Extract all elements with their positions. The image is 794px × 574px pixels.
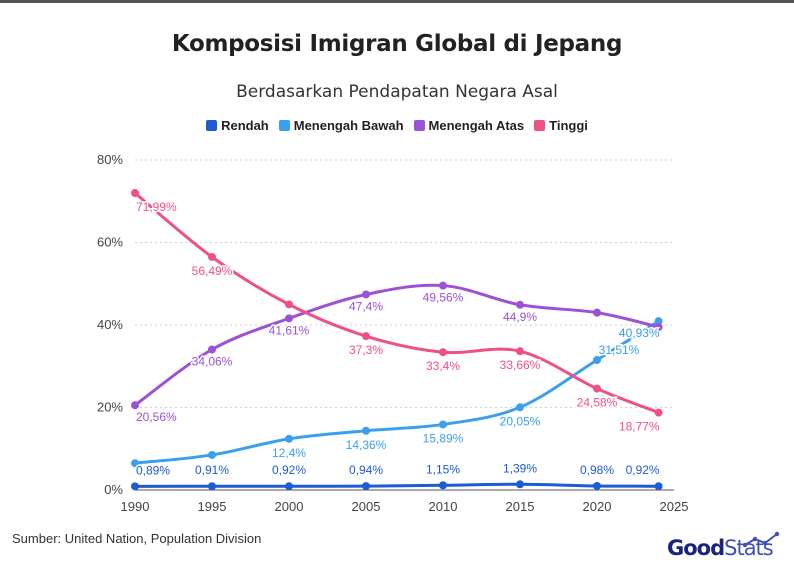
data-label-tinggi: 33,66% [500, 358, 541, 372]
x-tick-label: 2015 [506, 499, 535, 514]
x-tick-label: 1990 [121, 499, 150, 514]
data-point-menengah-atas [285, 314, 293, 323]
y-tick-label: 80% [97, 152, 123, 167]
data-point-rendah [131, 482, 139, 491]
data-label-rendah: 0,92% [272, 463, 306, 477]
data-label-menengah-atas: 20,56% [136, 410, 177, 424]
data-point-rendah [208, 482, 216, 491]
data-label-rendah: 1,15% [426, 462, 460, 476]
data-point-menengah-atas [439, 281, 447, 290]
legend-item-menengah-atas: Menengah Atas [413, 118, 525, 133]
data-point-menengah-bawah [285, 434, 293, 443]
data-point-rendah [439, 481, 447, 490]
legend-swatch-rendah [206, 120, 218, 131]
data-label-tinggi: 33,4% [426, 359, 460, 373]
series-line-tinggi [133, 191, 661, 415]
data-label-menengah-atas: 34,06% [192, 355, 233, 369]
data-point-menengah-bawah [593, 356, 601, 365]
data-point-tinggi [131, 189, 139, 198]
data-point-menengah-atas [516, 300, 524, 309]
data-point-tinggi [654, 408, 663, 417]
legend-swatch-menengah-bawah [278, 120, 290, 131]
legend-item-tinggi: Tinggi [534, 118, 588, 133]
data-point-tinggi [593, 384, 601, 393]
logo-text: GoodStats [667, 536, 774, 560]
data-point-menengah-bawah [362, 426, 370, 435]
data-label-rendah: 0,92% [626, 463, 660, 477]
data-label-menengah-bawah: 31,51% [599, 343, 640, 357]
x-tick-label: 1995 [198, 499, 227, 514]
data-point-rendah [593, 481, 601, 490]
data-label-menengah-bawah: 40,93% [619, 326, 660, 340]
data-point-menengah-atas [362, 290, 370, 299]
legend-swatch-tinggi [534, 120, 546, 131]
y-tick-label: 0% [104, 482, 123, 497]
chart-title: Komposisi Imigran Global di Jepang [171, 31, 623, 57]
data-label-rendah: 1,39% [503, 461, 537, 475]
legend-label-menengah-atas: Menengah Atas [428, 118, 525, 133]
data-point-menengah-bawah [131, 459, 139, 468]
series-line-rendah [133, 482, 661, 488]
y-tick-label: 40% [97, 317, 123, 332]
x-tick-label: 2000 [275, 499, 304, 514]
data-point-menengah-atas [593, 308, 601, 317]
logo-text-stats: Stats [724, 536, 774, 560]
legend-label-menengah-bawah: Menengah Bawah [293, 118, 404, 133]
data-label-rendah: 0,98% [580, 463, 614, 477]
x-tick-label: 2010 [429, 499, 458, 514]
data-point-menengah-bawah [439, 420, 447, 429]
legend-label-rendah: Rendah [221, 118, 269, 133]
data-point-tinggi [439, 348, 447, 357]
x-tick-label: 2020 [583, 499, 612, 514]
data-point-menengah-bawah [516, 403, 524, 412]
top-bar [0, 0, 794, 3]
data-label-menengah-atas: 49,56% [423, 291, 464, 305]
data-point-tinggi [285, 300, 293, 309]
y-tick-label: 60% [97, 235, 123, 250]
data-label-menengah-bawah: 20,05% [500, 414, 541, 428]
data-label-menengah-bawah: 14,36% [346, 438, 387, 452]
data-point-tinggi [208, 252, 216, 261]
data-label-menengah-bawah: 15,89% [423, 431, 464, 445]
source-note: Sumber: United Nation, Population Divisi… [12, 531, 262, 546]
chart-subtitle: Berdasarkan Pendapatan Negara Asal [236, 82, 558, 102]
goodstats-logo: GoodStats [667, 531, 785, 567]
legend-item-menengah-bawah: Menengah Bawah [278, 118, 404, 133]
data-label-menengah-atas: 44,9% [503, 310, 537, 324]
logo-chart-icon [742, 531, 780, 548]
data-label-rendah: 0,94% [349, 463, 383, 477]
data-label-rendah: 0,89% [136, 463, 170, 477]
legend: Rendah Menengah Bawah Menengah Atas Ting… [0, 118, 794, 133]
data-point-menengah-atas [654, 323, 663, 332]
data-label-menengah-bawah: 12,4% [272, 446, 306, 460]
logo-text-good: Good [667, 536, 725, 560]
data-point-tinggi [362, 332, 370, 341]
data-label-tinggi: 56,49% [192, 264, 233, 278]
data-point-menengah-bawah [208, 450, 216, 459]
x-tick-label: 2025 [660, 499, 689, 514]
data-label-tinggi: 71,99% [136, 200, 177, 214]
data-label-tinggi: 24,58% [577, 396, 618, 410]
data-point-rendah [285, 482, 293, 491]
data-label-tinggi: 37,3% [349, 343, 383, 357]
data-point-menengah-atas [131, 401, 139, 410]
data-point-menengah-bawah [654, 317, 663, 326]
y-tick-label: 20% [97, 400, 123, 415]
data-point-menengah-atas [208, 345, 216, 354]
legend-item-rendah: Rendah [206, 118, 269, 133]
x-tick-label: 2005 [352, 499, 381, 514]
data-label-rendah: 0,91% [195, 463, 229, 477]
series-line-menengah-bawah [133, 319, 661, 465]
data-point-tinggi [516, 347, 524, 356]
data-point-rendah [362, 482, 370, 491]
data-label-menengah-atas: 41,61% [269, 323, 310, 337]
data-label-menengah-atas: 47,4% [349, 299, 383, 313]
legend-swatch-menengah-atas [413, 120, 425, 131]
legend-label-tinggi: Tinggi [549, 118, 588, 133]
data-label-tinggi: 18,77% [619, 420, 660, 434]
data-point-rendah [516, 480, 524, 489]
data-point-rendah [654, 482, 663, 491]
